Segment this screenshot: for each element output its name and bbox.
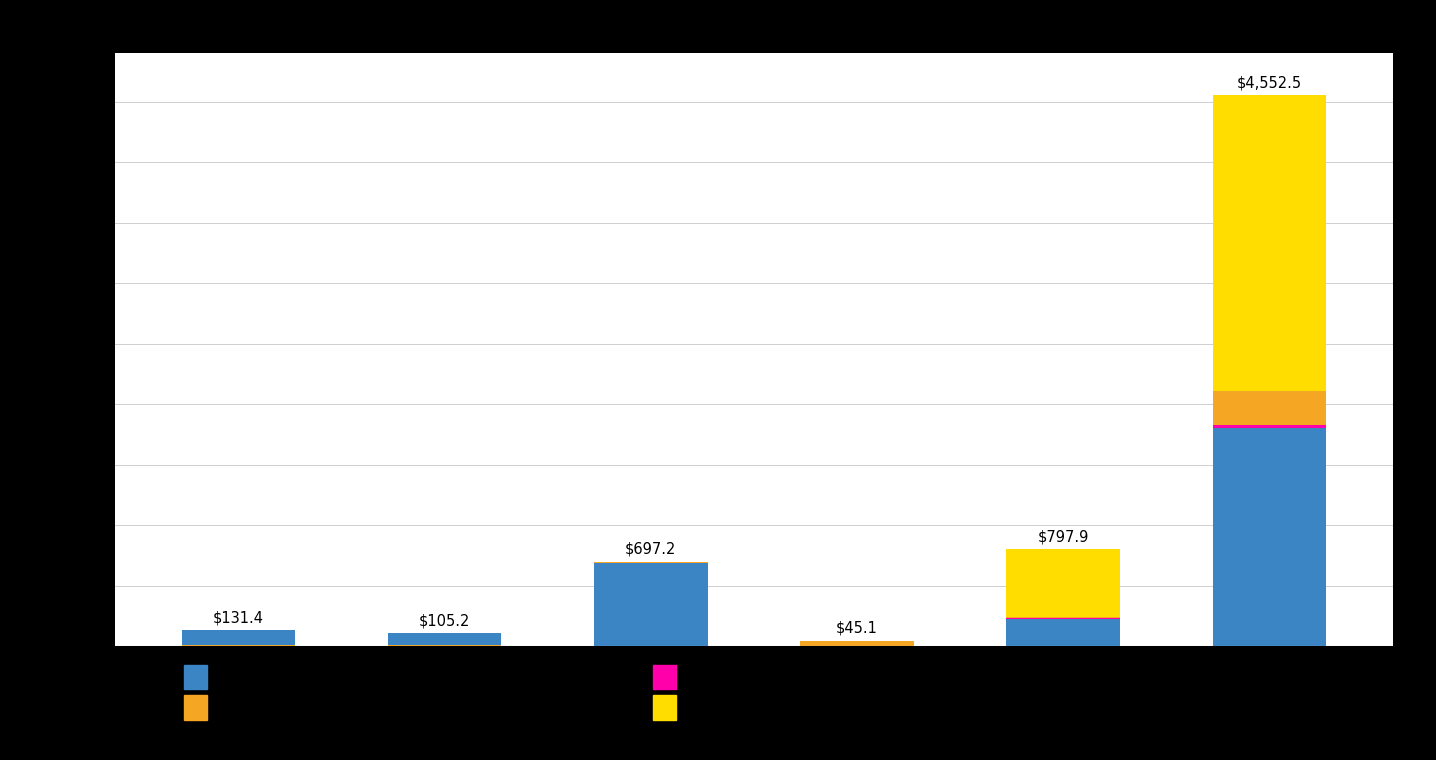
Bar [182,645,296,646]
Text: $131.4: $131.4 [213,610,264,625]
Bar [1007,549,1120,617]
Text: $4,552.5: $4,552.5 [1236,75,1302,90]
Bar [182,630,296,645]
Bar [1007,619,1120,646]
Text: $105.2: $105.2 [419,613,471,629]
Bar [595,562,708,563]
Bar [1212,95,1325,391]
Bar [595,563,708,646]
Text: $45.1: $45.1 [836,621,877,636]
Bar [1007,617,1120,619]
Bar [1212,428,1325,646]
Text: $797.9: $797.9 [1037,530,1088,545]
Bar [388,644,501,646]
Bar [800,641,913,646]
Bar [1212,391,1325,425]
Text: $697.2: $697.2 [625,542,676,557]
Bar [1212,425,1325,428]
Bar [388,633,501,644]
